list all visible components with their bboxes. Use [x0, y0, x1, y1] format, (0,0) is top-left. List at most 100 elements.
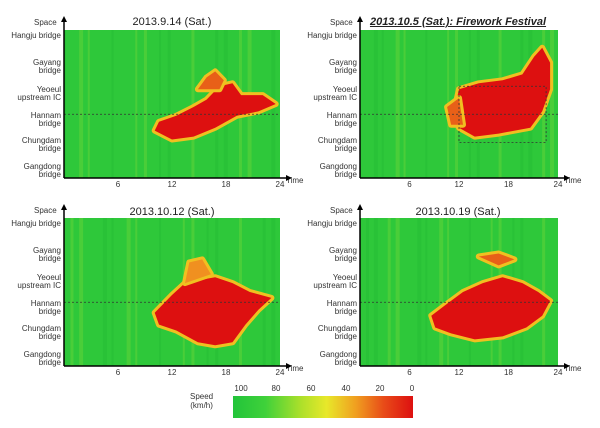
axes	[61, 204, 292, 369]
x-tick-label: 18	[221, 180, 231, 189]
speed-streak	[64, 30, 66, 178]
x-axis-arrow	[564, 363, 570, 369]
speed-streak	[159, 30, 162, 178]
panel-title: 2013.10.12 (Sat.)	[129, 206, 215, 218]
x-tick-label: 6	[407, 180, 412, 189]
x-tick-label: 12	[454, 368, 464, 377]
heatmap-plot	[64, 218, 280, 366]
legend-colorbar	[233, 396, 413, 418]
speed-streak	[425, 30, 428, 178]
x-axis-title: Time	[286, 364, 304, 373]
speed-streak	[70, 218, 74, 366]
y-axis-title: Space	[34, 18, 57, 27]
speed-streak	[387, 218, 391, 366]
speed-streak	[79, 30, 84, 178]
y-tick-label: Hannam bridge	[326, 299, 357, 317]
y-axis-arrow	[357, 16, 363, 22]
speed-streak	[447, 218, 450, 366]
congestion-region	[154, 83, 276, 140]
congestion-region	[154, 277, 272, 346]
heatmap-plot	[360, 30, 558, 178]
axes	[61, 16, 292, 181]
speed-streak	[373, 30, 378, 178]
congestion-region	[185, 259, 211, 284]
x-tick-label: 18	[221, 368, 231, 377]
x-axis-arrow	[286, 363, 292, 369]
y-tick-label: Hannam bridge	[326, 111, 357, 129]
legend-tick: 0	[409, 384, 415, 393]
x-tick-label: 18	[504, 368, 513, 377]
x-tick-label: 12	[454, 180, 464, 189]
y-tick-label: Chungdam bridge	[21, 136, 61, 154]
y-axis-arrow	[61, 204, 67, 210]
speed-streak	[271, 218, 276, 366]
legend-tick: 60	[306, 384, 316, 393]
x-tick-label: 24	[275, 180, 285, 189]
y-axis-arrow	[61, 16, 67, 22]
speed-streak	[262, 218, 266, 366]
speed-streak	[403, 30, 406, 178]
congestion-region	[431, 277, 551, 340]
x-tick-label: 18	[504, 180, 513, 189]
y-tick-label: Hangju bridge	[307, 219, 357, 229]
speed-streak	[79, 218, 84, 366]
y-tick-label: Gangdong bridge	[23, 161, 61, 179]
speed-streak	[373, 218, 378, 366]
congestion-region	[455, 47, 551, 137]
x-axis-title: Time	[564, 176, 582, 185]
x-tick-label: 24	[553, 368, 563, 377]
axes	[357, 204, 570, 369]
speed-streak	[167, 30, 171, 178]
panel-title: 2013.10.19 (Sat.)	[415, 206, 501, 218]
speed-streak	[542, 218, 546, 366]
y-tick-label: Gangdong bridge	[319, 349, 357, 367]
speed-streak	[135, 218, 138, 366]
y-tick-label: Yeoeul upstream IC	[313, 272, 357, 290]
congestion-region	[197, 71, 224, 90]
y-tick-label: Chungdam bridge	[317, 324, 357, 342]
x-axis-arrow	[286, 175, 292, 181]
x-tick-label: 6	[115, 180, 121, 189]
speed-streak	[135, 30, 138, 178]
y-tick-label: Gayang bridge	[328, 246, 357, 263]
speed-streak	[126, 218, 131, 366]
x-tick-label: 24	[553, 180, 563, 189]
legend-tick: 80	[271, 384, 281, 393]
y-tick-label: Yeoeul upstream IC	[17, 272, 61, 290]
speed-streak	[365, 218, 369, 366]
heatmap-plot	[64, 30, 280, 178]
y-tick-label: Hannam bridge	[30, 111, 61, 129]
speed-streak	[425, 218, 428, 366]
legend-tick: 40	[341, 384, 351, 393]
y-axis-title: Space	[34, 206, 57, 215]
speed-streak	[395, 218, 400, 366]
panel-title: 2013.9.14 (Sat.)	[132, 16, 212, 28]
congestion-region	[478, 253, 515, 266]
legend-label: Speed (km/h)	[190, 392, 214, 410]
y-tick-label: Gangdong bridge	[319, 161, 357, 179]
x-axis-arrow	[564, 175, 570, 181]
y-axis-title: Space	[330, 206, 353, 215]
y-tick-label: Hannam bridge	[30, 299, 61, 317]
y-axis-title: Space	[330, 18, 353, 27]
y-tick-label: Gayang bridge	[32, 58, 61, 75]
speed-streak	[550, 30, 555, 178]
speed-streak	[395, 30, 400, 178]
speed-streak	[417, 218, 422, 366]
legend-tick: 100	[234, 384, 248, 393]
speed-streak	[381, 30, 384, 178]
y-tick-label: Gangdong bridge	[23, 349, 61, 367]
y-tick-label: Gayang bridge	[328, 58, 357, 75]
x-axis-title: Time	[286, 176, 304, 185]
x-tick-label: 12	[167, 180, 177, 189]
y-tick-label: Chungdam bridge	[317, 136, 357, 154]
y-tick-label: Chungdam bridge	[21, 324, 61, 342]
speed-streak	[439, 218, 444, 366]
x-tick-label: 6	[115, 368, 121, 377]
axes	[357, 16, 570, 181]
speed-streak	[143, 30, 147, 178]
x-axis-title: Time	[564, 364, 582, 373]
legend-tick: 20	[375, 384, 385, 393]
heatmap-plot	[360, 218, 558, 366]
y-tick-label: Yeoeul upstream IC	[313, 84, 357, 102]
